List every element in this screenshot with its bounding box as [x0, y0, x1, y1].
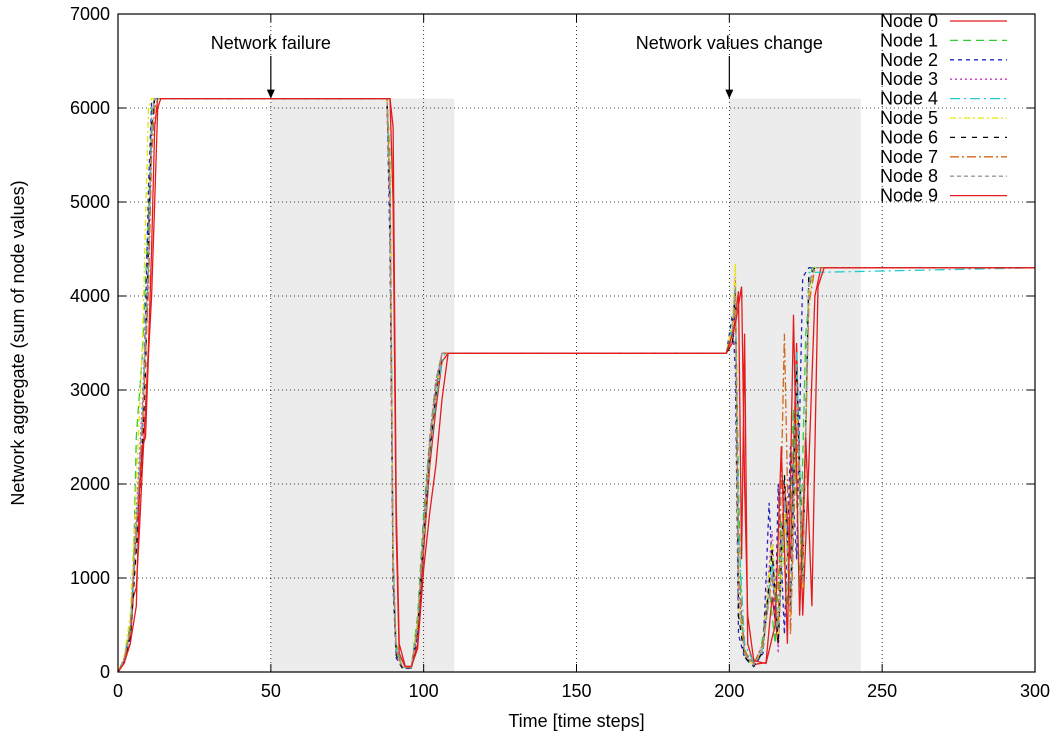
- y-tick-label: 3000: [70, 380, 110, 400]
- x-tick-label: 150: [561, 681, 591, 701]
- y-tick-label: 7000: [70, 4, 110, 24]
- y-tick-label: 0: [100, 662, 110, 682]
- legend-label-node-7: Node 7: [880, 147, 938, 167]
- x-tick-label: 50: [261, 681, 281, 701]
- annotation-arrowhead-1: [725, 89, 734, 99]
- legend-label-node-5: Node 5: [880, 108, 938, 128]
- legend-label-node-3: Node 3: [880, 69, 938, 89]
- y-tick-label: 2000: [70, 474, 110, 494]
- shaded-regions: [270, 98, 861, 673]
- x-tick-label: 0: [113, 681, 123, 701]
- y-tick-label: 5000: [70, 192, 110, 212]
- y-tick-label: 4000: [70, 286, 110, 306]
- annotation-label-0: Network failure: [211, 33, 331, 53]
- x-tick-label: 200: [714, 681, 744, 701]
- annotations: Network failure Network values change: [211, 33, 823, 99]
- x-tick-label: 300: [1020, 681, 1050, 701]
- series-line-node-8: [117, 97, 1035, 673]
- legend-label-node-1: Node 1: [880, 30, 938, 50]
- series-line-node-9: [117, 97, 1035, 673]
- y-tick-label: 1000: [70, 568, 110, 588]
- legend-label-node-2: Node 2: [880, 50, 938, 70]
- legend-label-node-9: Node 9: [880, 186, 938, 206]
- series-lines: [117, 97, 1036, 673]
- x-tick-label: 100: [409, 681, 439, 701]
- annotation-label-1: Network values change: [636, 33, 823, 53]
- legend-label-node-0: Node 0: [880, 11, 938, 31]
- axis-ticks: 0 50 100 150 200 250 3000100020003000400050006…: [70, 4, 1050, 701]
- legend-label-node-4: Node 4: [880, 89, 938, 109]
- annotation-arrowhead-0: [266, 89, 275, 99]
- series-line-node-7: [117, 97, 1035, 673]
- y-tick-label: 6000: [70, 98, 110, 118]
- x-tick-label: 250: [867, 681, 897, 701]
- x-axis-label: Time [time steps]: [508, 711, 644, 731]
- legend-label-node-6: Node 6: [880, 127, 938, 147]
- series-line-node-3: [117, 97, 1035, 673]
- shaded-region-0: [270, 98, 455, 673]
- legend-label-node-8: Node 8: [880, 166, 938, 186]
- y-axis-label: Network aggregate (sum of node values): [8, 180, 28, 505]
